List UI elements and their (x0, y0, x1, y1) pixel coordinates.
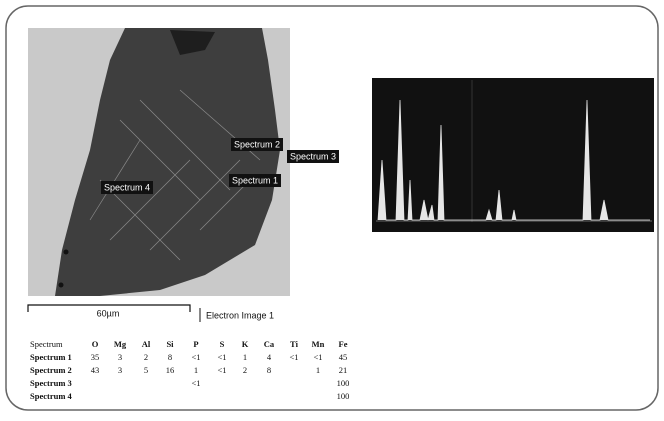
table-cell: 8 (267, 365, 271, 375)
table-header: Ti (290, 339, 299, 349)
table-cell: 100 (337, 378, 350, 388)
table-header: Ca (264, 339, 275, 349)
page: Spectrum 2 Spectrum 3 Spectrum 1 Spectru… (0, 0, 664, 416)
table-header: Mn (312, 339, 325, 349)
table-cell: <1 (191, 352, 200, 362)
table-cell: 3 (118, 365, 122, 375)
eds-spectrum (372, 78, 654, 232)
dot (64, 250, 69, 255)
table-header: Al (142, 339, 151, 349)
table-cell: 3 (118, 352, 122, 362)
table-cell: 100 (337, 391, 350, 401)
dot (59, 283, 64, 288)
table-cell: 1 (194, 365, 198, 375)
table-header: O (92, 339, 99, 349)
table-cell: <1 (191, 378, 200, 388)
table-header: P (193, 339, 198, 349)
table-cell: Spectrum 3 (30, 378, 72, 388)
table-cell: 16 (166, 365, 175, 375)
table-header: S (220, 339, 225, 349)
table-cell: 45 (339, 352, 348, 362)
spectrum-label: Spectrum 1 (232, 175, 278, 185)
spectrum-label: Spectrum 2 (234, 139, 280, 149)
table-cell: 2 (144, 352, 148, 362)
table-header: Mg (114, 339, 127, 349)
image-caption: Electron Image 1 (206, 310, 274, 320)
table-cell: 1 (243, 352, 247, 362)
table-cell: 2 (243, 365, 247, 375)
table-cell: Spectrum 2 (30, 365, 72, 375)
table-cell: 5 (144, 365, 148, 375)
table-cell: 21 (339, 365, 348, 375)
table-header: K (242, 339, 249, 349)
table-cell: 1 (316, 365, 320, 375)
table-cell: 43 (91, 365, 100, 375)
table-cell: 35 (91, 352, 100, 362)
spectrum-label: Spectrum 4 (104, 182, 150, 192)
table-cell: 8 (168, 352, 172, 362)
table-cell: Spectrum 4 (30, 391, 73, 401)
table-header: Fe (339, 339, 348, 349)
scale-label: 60µm (97, 308, 120, 318)
table-header: Si (166, 339, 174, 349)
table-cell: <1 (217, 365, 226, 375)
table-cell: <1 (289, 352, 298, 362)
figure: Spectrum 2 Spectrum 3 Spectrum 1 Spectru… (0, 0, 664, 416)
table-cell: <1 (313, 352, 322, 362)
table-header: Spectrum (30, 339, 63, 349)
spectrum-label: Spectrum 3 (290, 151, 336, 161)
table-cell: Spectrum 1 (30, 352, 72, 362)
table-cell: <1 (217, 352, 226, 362)
